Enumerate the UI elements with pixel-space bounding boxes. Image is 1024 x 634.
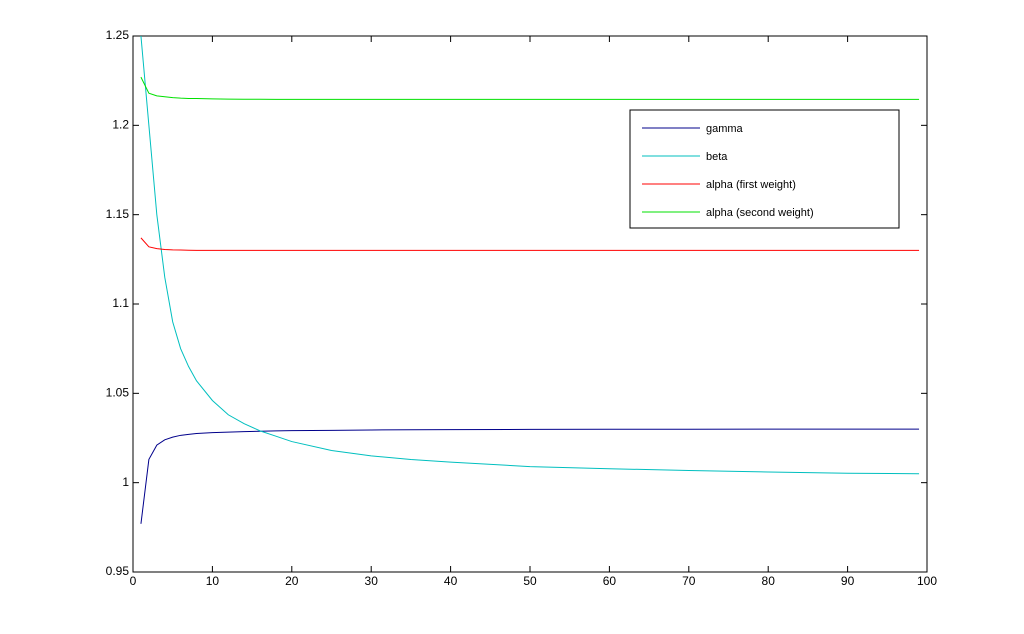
series-line xyxy=(140,76,920,100)
x-tick-label: 40 xyxy=(444,574,458,588)
legend-label: alpha (first weight) xyxy=(706,179,796,191)
y-tick-label: 1.1 xyxy=(112,296,129,310)
legend: gamma beta alpha (first weight) alpha (seco… xyxy=(629,109,900,229)
y-tick-label: 1.15 xyxy=(106,207,130,221)
x-tick-label: 70 xyxy=(682,574,696,588)
legend-label: beta xyxy=(706,151,728,163)
x-tick-label: 80 xyxy=(762,574,776,588)
series-line xyxy=(140,237,920,251)
x-tick-label: 50 xyxy=(523,574,537,588)
legend-box xyxy=(629,109,900,229)
y-tick-label: 0.95 xyxy=(106,564,130,578)
y-tick-label: 1.2 xyxy=(112,118,129,132)
x-tick-label: 10 xyxy=(206,574,220,588)
y-tick-label: 1.25 xyxy=(106,28,130,42)
y-tick-label: 1.05 xyxy=(106,386,130,400)
x-tick-label: 60 xyxy=(603,574,617,588)
x-tick-label: 100 xyxy=(917,574,937,588)
series-line xyxy=(140,428,920,524)
legend-label: gamma xyxy=(706,123,744,135)
y-tick-label: 1 xyxy=(122,475,129,489)
plot-area xyxy=(140,36,920,524)
legend-label: alpha (second weight) xyxy=(706,207,814,219)
series-line xyxy=(140,36,920,475)
x-tick-label: 0 xyxy=(130,574,137,588)
x-tick-label: 90 xyxy=(841,574,855,588)
x-tick-label: 20 xyxy=(285,574,299,588)
x-tick-label: 30 xyxy=(365,574,379,588)
